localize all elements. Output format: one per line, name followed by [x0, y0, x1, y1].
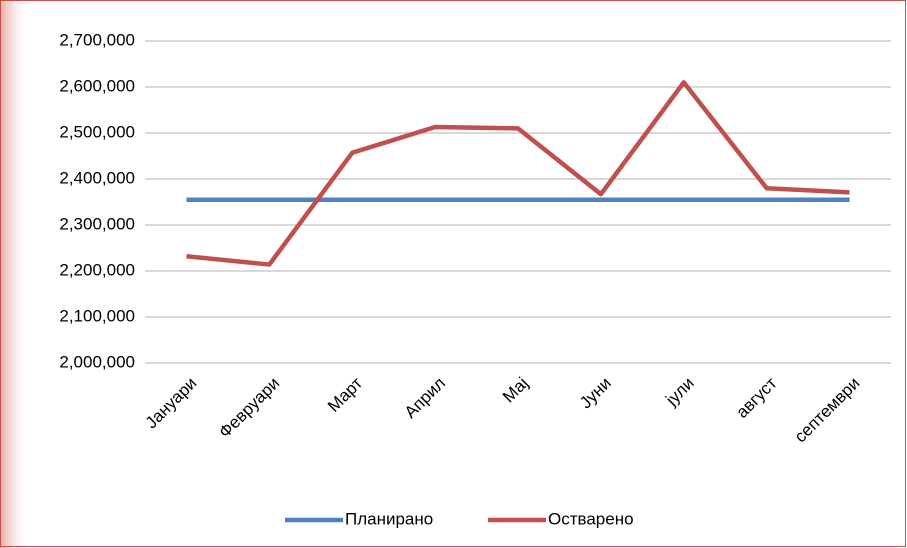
- x-tick-label: Март: [324, 373, 366, 415]
- x-tick-label: август: [732, 373, 780, 421]
- x-tick-label: Февруари: [215, 374, 283, 442]
- x-tick-label: Јуни: [576, 374, 615, 413]
- x-tick-label: септември: [791, 374, 864, 447]
- y-tick-label: 2,000,000: [59, 352, 135, 371]
- legend-label: Остварено: [548, 509, 634, 528]
- y-tick-label: 2,500,000: [59, 122, 135, 141]
- x-tick-label: Мај: [499, 374, 532, 407]
- y-tick-label: 2,600,000: [59, 76, 135, 95]
- y-tick-label: 2,100,000: [59, 306, 135, 325]
- x-tick-label: јули: [661, 374, 697, 410]
- y-tick-label: 2,700,000: [59, 30, 135, 49]
- edge-shade: [0, 0, 30, 548]
- legend-label: Планирано: [345, 509, 433, 528]
- line-series: [186, 80, 850, 267]
- y-tick-label: 2,400,000: [59, 168, 135, 187]
- x-tick-label: Април: [401, 374, 449, 422]
- x-tick-label: Јануари: [142, 374, 201, 433]
- y-tick-label: 2,300,000: [59, 214, 135, 233]
- y-tick-label: 2,200,000: [59, 260, 135, 279]
